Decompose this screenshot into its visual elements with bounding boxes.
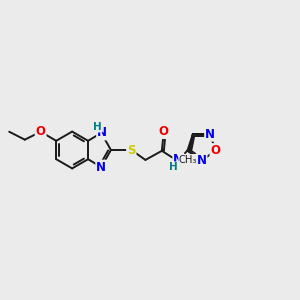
Text: O: O <box>159 125 169 138</box>
Text: N: N <box>96 160 106 174</box>
Text: N: N <box>205 128 215 141</box>
Text: H: H <box>93 122 102 132</box>
Text: H: H <box>169 162 178 172</box>
Text: N: N <box>97 126 107 140</box>
Text: O: O <box>36 125 46 138</box>
Text: O: O <box>211 144 220 157</box>
Text: CH₃: CH₃ <box>179 154 197 164</box>
Text: N: N <box>173 153 183 166</box>
Text: S: S <box>127 143 136 157</box>
Text: N: N <box>196 154 206 167</box>
